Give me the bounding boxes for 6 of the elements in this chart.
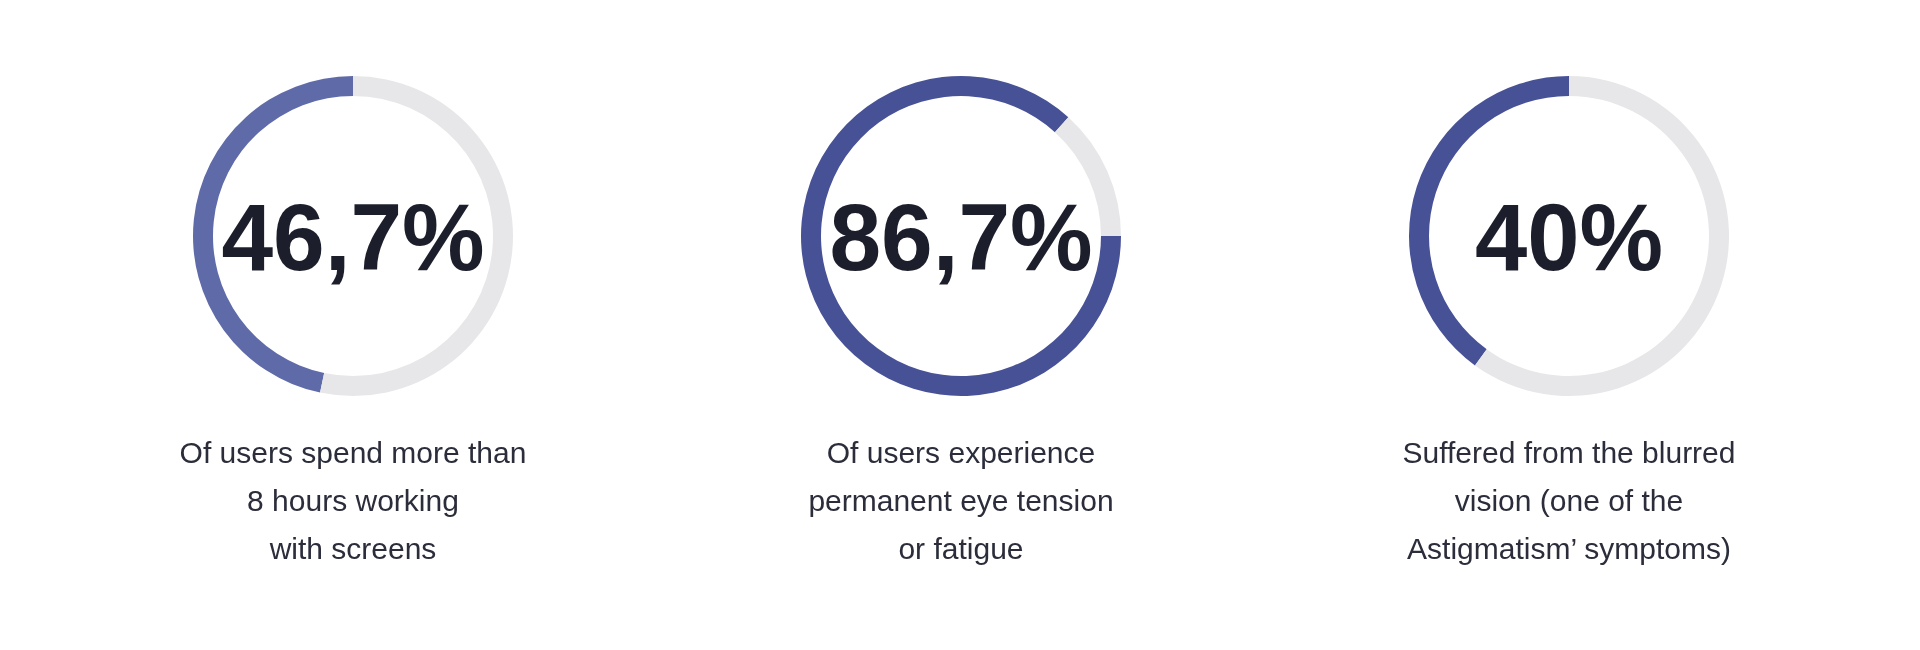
text: 40%	[1474, 185, 1664, 290]
text: Suffered from the blurred vision (one of the Astigmatism’ symptoms)	[1402, 435, 1736, 567]
text: Of users experience permanent eye tension or fatigue	[808, 435, 1114, 567]
text: Of users spend more than 8 hours working with screens	[179, 435, 527, 567]
text: 86,7%	[829, 184, 1093, 291]
text: 46,7%	[221, 184, 485, 291]
